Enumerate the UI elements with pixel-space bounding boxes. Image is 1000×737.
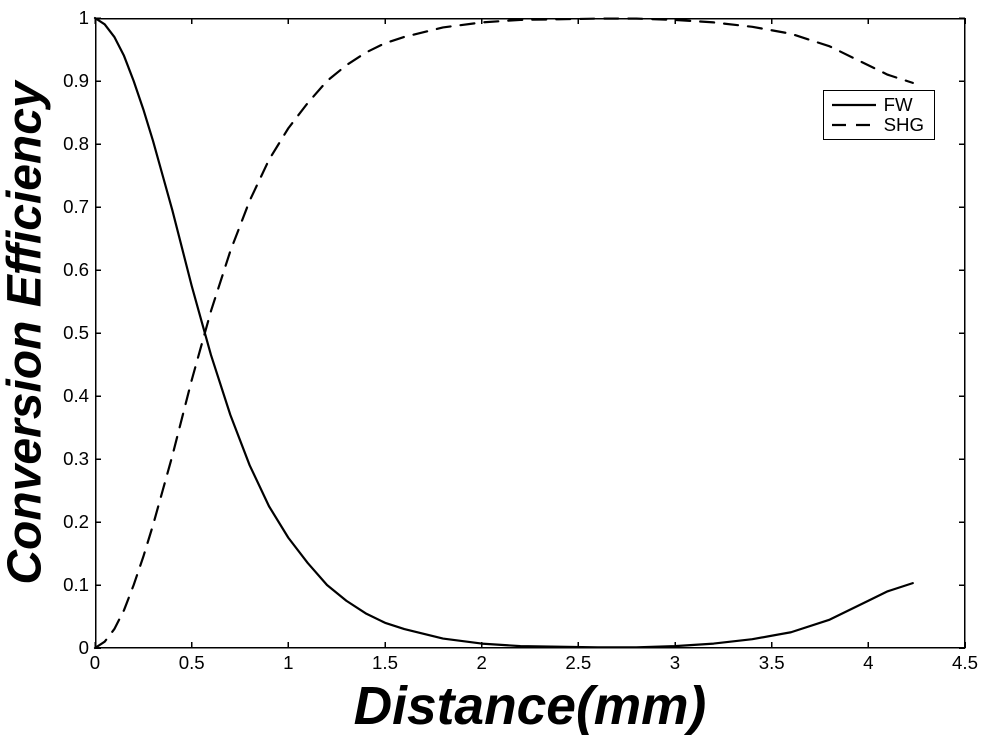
- y-tick-label: 0.2: [63, 511, 89, 533]
- y-tick-label: 1: [79, 7, 89, 29]
- x-tick-label: 1.5: [372, 652, 398, 674]
- y-axis-label: Conversion Efficiency: [0, 81, 53, 584]
- legend: FWSHG: [823, 90, 935, 140]
- legend-swatch: [832, 98, 876, 112]
- legend-item: SHG: [832, 115, 924, 135]
- x-tick-label: 4: [863, 652, 873, 674]
- figure: Conversion Efficiency Distance(mm) FWSHG…: [0, 0, 1000, 737]
- y-tick-label: 0.9: [63, 70, 89, 92]
- y-tick-label: 0: [79, 637, 89, 659]
- x-tick-label: 0: [90, 652, 100, 674]
- x-tick-label: 4.5: [952, 652, 978, 674]
- x-tick-label: 2: [476, 652, 486, 674]
- legend-item: FW: [832, 95, 924, 115]
- series-fw: [95, 18, 913, 647]
- legend-swatch: [832, 118, 876, 132]
- legend-label: FW: [884, 94, 913, 116]
- x-tick-label: 1: [283, 652, 293, 674]
- y-tick-label: 0.8: [63, 133, 89, 155]
- x-tick-label: 3: [670, 652, 680, 674]
- y-tick-label: 0.1: [63, 574, 89, 596]
- y-tick-label: 0.5: [63, 322, 89, 344]
- x-tick-label: 3.5: [759, 652, 785, 674]
- y-tick-label: 0.3: [63, 448, 89, 470]
- y-tick-label: 0.7: [63, 196, 89, 218]
- x-tick-label: 2.5: [565, 652, 591, 674]
- series-shg: [95, 19, 913, 648]
- y-tick-label: 0.6: [63, 259, 89, 281]
- x-tick-label: 0.5: [179, 652, 205, 674]
- legend-label: SHG: [884, 114, 924, 136]
- y-tick-label: 0.4: [63, 385, 89, 407]
- x-axis-label: Distance(mm): [354, 676, 707, 737]
